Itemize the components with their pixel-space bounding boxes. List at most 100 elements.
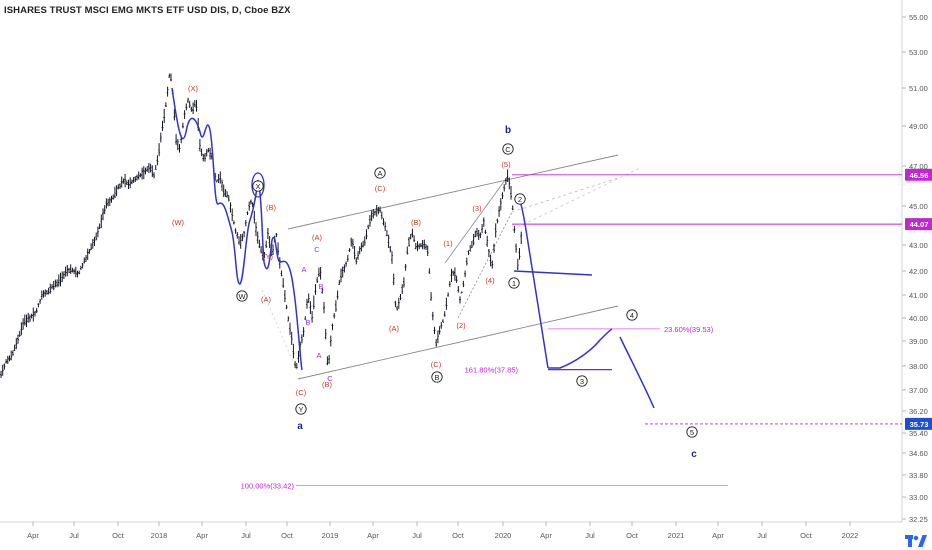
price-tick-label: 47.00 [909,162,928,171]
time-tick-label: Jul [69,531,79,540]
wave-label: C [314,245,320,254]
time-tick-label: Apr [712,531,724,540]
wave-label: (W) [172,218,185,227]
price-tick-label: 43.00 [909,241,928,250]
wave-label: (C) [375,184,386,193]
time-tick-label: 2020 [495,531,512,540]
wave-trendline [444,175,509,264]
wave-degree-label: a [297,421,303,432]
wave-path [548,328,613,369]
wave-label-circle [502,143,514,155]
wave-label: (3) [472,204,482,213]
price-tick-label: 49.00 [909,122,928,131]
price-tick-label: 51.00 [909,84,928,93]
price-tick-label: 35.40 [909,429,928,438]
wave-label: (C) [296,388,307,397]
wave-label-text: X [255,182,260,191]
wave-label-circle [508,277,520,289]
time-tick-label: 2022 [842,531,859,540]
price-tick-label: 45.00 [909,202,928,211]
wave-label: (B) [322,380,333,389]
wave-label: (5) [501,160,511,169]
time-tick-label: Oct [626,531,639,540]
trend-channel [261,154,641,380]
wave-label: A [301,265,306,274]
time-tick-label: Apr [367,531,379,540]
wave-degree-label: c [691,449,697,460]
wave-projection [171,87,655,409]
wave-label-text: 4 [630,311,634,320]
time-tick-label: Apr [540,531,552,540]
wave-label-circle [626,309,638,321]
fib-label: 100.00%(33.42) [241,481,295,490]
wave-label-text: A [377,169,382,178]
wave-path [518,197,549,369]
price-badge [905,417,932,430]
wave-label-text: C [505,145,511,154]
fan-line [261,289,301,379]
wave-label: (A) [261,295,272,304]
wave-label-circle [686,426,698,438]
price-badge-label: 35.73 [910,420,929,429]
wave-label: (2) [456,321,466,330]
time-tick-label: Oct [281,531,294,540]
wave-label: (B) [411,218,422,227]
wave-label-circle [374,167,386,179]
price-badges: 46.56 44.07 35.73 [905,168,932,430]
time-tick-label: 2019 [322,531,339,540]
price-tick-label: 42.00 [909,267,928,276]
wave-label-text: B [434,373,439,382]
time-tick-label: Jul [412,531,422,540]
wave-path [619,336,655,409]
time-tick-label: Apr [27,531,39,540]
wave-label: (1) [443,239,453,248]
wave-label: (B) [266,203,277,212]
price-badge [905,168,932,181]
wave-label-circle [236,290,248,302]
wave-label-circle [576,375,588,387]
price-tick-label: 34.60 [909,449,928,458]
wave-label: (A) [312,233,323,242]
fib-levels: 23.60%(39.53) 161.80%(37.85) 100.00%(33.42… [241,174,902,490]
tradingview-icon [905,535,927,547]
channel-lower-line [297,305,619,380]
tradingview-logo[interactable] [905,535,929,549]
wave-label-text: 2 [518,195,522,204]
price-tick-label: 41.00 [909,291,928,300]
time-tick-label: Oct [452,531,465,540]
time-tick-label: 2018 [151,531,168,540]
wave-label-circle [431,371,443,383]
fan-line [511,177,619,213]
wave-label-circle [295,403,307,415]
price-tick-label: 36.20 [909,407,928,416]
time-tick-label: 2021 [668,531,685,540]
wave-path [513,270,593,276]
time-tick-label: Oct [800,531,813,540]
price-badge-label: 46.56 [910,171,929,180]
wave-degree-label: b [505,125,511,136]
axes: 55.00 53.00 51.00 49.00 47.00 45.00 43.00 42.00… [0,0,928,540]
fan-line [511,167,641,231]
price-tick-label: 33.80 [909,471,928,480]
wave-label: B [318,282,323,291]
wave-path [171,87,303,371]
time-tick-label: Jul [585,531,595,540]
price-candles [0,73,523,378]
wave-label: A [316,351,321,360]
time-tick-label: Jul [757,531,767,540]
price-tick-label: 39.00 [909,337,928,346]
wave-label: (Y) [263,252,274,261]
fib-label: 161.80%(37.85) [465,366,519,375]
channel-upper-line [287,154,619,230]
price-tick-label: 53.00 [909,48,928,57]
price-tick-label: 33.00 [909,493,928,502]
price-tick-label: 55.00 [909,13,928,22]
chart-title: ISHARES TRUST MSCI EMG MKTS ETF USD DIS,… [4,5,291,16]
fib-label: 23.60%(39.53) [664,325,714,334]
wave-label: B [305,318,310,327]
price-tick-label: 40.00 [909,314,928,323]
time-tick-label: Apr [196,531,208,540]
wave-labels: (X)(W)X(B)(Y)W (A)(C)Ya(A)CABBAC(B)A(C)(B… [172,84,698,460]
wave-label-text: 3 [580,377,584,386]
